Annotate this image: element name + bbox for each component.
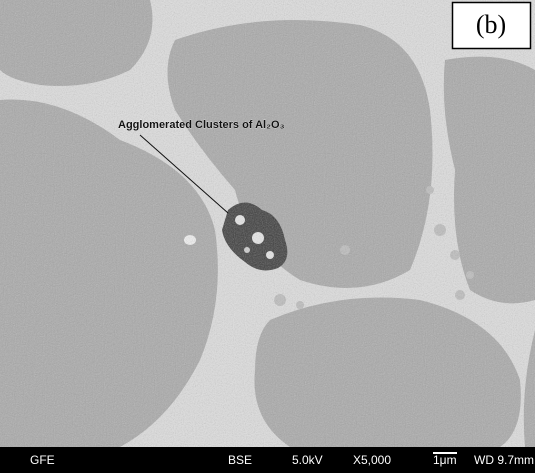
mode: BSE xyxy=(228,453,252,467)
annotation: Agglomerated Clusters of Al₂O₃ xyxy=(118,119,285,131)
detector-site: GFE xyxy=(30,453,55,467)
voltage: 5.0kV xyxy=(292,453,323,467)
magnification: X5,000 xyxy=(353,453,391,467)
panel-label: (b) xyxy=(476,10,506,39)
scale: 1μm xyxy=(433,453,457,467)
micrograph: Agglomerated Clusters of Al₂O₃ (b) GFE B… xyxy=(0,0,535,473)
working-distance: WD 9.7mm xyxy=(474,453,534,467)
noise-texture xyxy=(0,0,535,447)
